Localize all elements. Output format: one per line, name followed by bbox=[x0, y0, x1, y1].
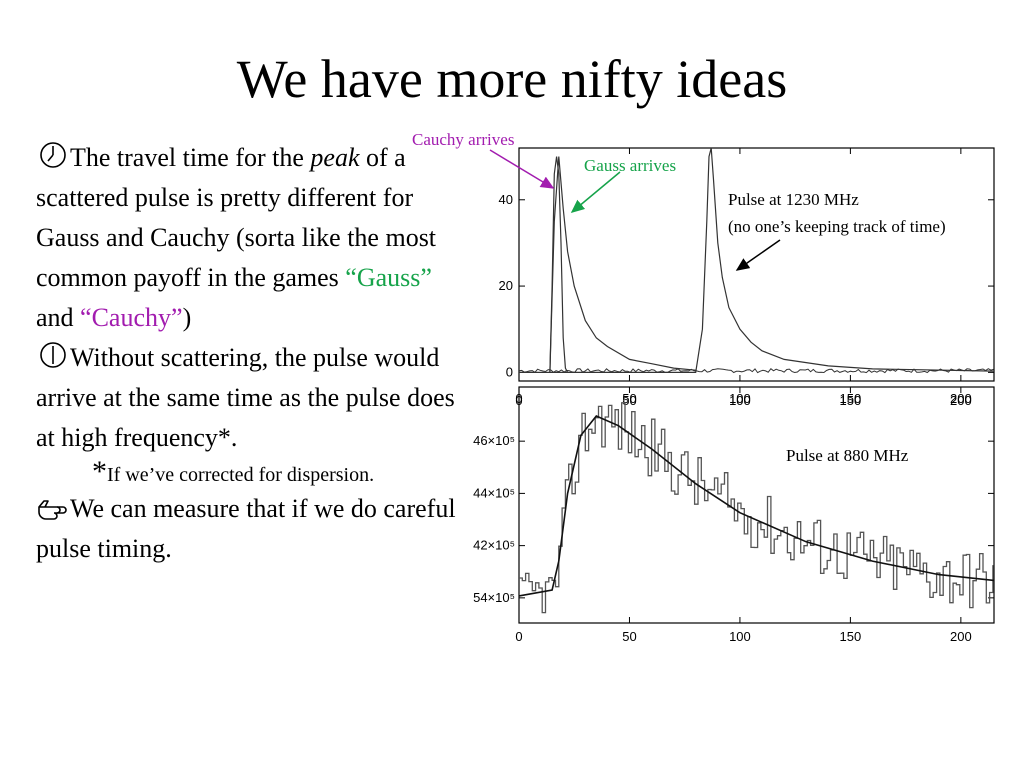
x-tick-label: 150 bbox=[840, 391, 862, 406]
y-tick-label: 0 bbox=[506, 364, 513, 379]
gauss-label: “Gauss” bbox=[345, 263, 432, 292]
pulse-880-measured-line bbox=[519, 402, 994, 614]
footnote-star: * bbox=[92, 455, 107, 488]
bullet-without-scattering: Without scattering, the pulse would arri… bbox=[36, 338, 456, 458]
x-tick-label: 200 bbox=[950, 391, 972, 406]
cauchy-arrives-label: Cauchy arrives bbox=[412, 130, 515, 149]
bullet1-close: ) bbox=[182, 303, 192, 332]
pulse-880-label: Pulse at 880 MHz bbox=[786, 446, 909, 465]
bullet3-text: We can measure that if we do careful pul… bbox=[36, 494, 456, 563]
x-tick-label: 50 bbox=[622, 629, 636, 644]
bullet1-rest: of a scattered pulse is pretty different… bbox=[36, 143, 437, 292]
y-tick-label: 20 bbox=[499, 278, 513, 293]
bottom-plot-frame bbox=[518, 386, 995, 624]
y-tick-label: 40 bbox=[499, 192, 513, 207]
x-tick-label: 200 bbox=[950, 393, 972, 408]
x-tick-label: 100 bbox=[729, 629, 751, 644]
cauchy-label: “Cauchy” bbox=[80, 303, 183, 332]
peak-word: peak bbox=[310, 143, 360, 172]
top-plot-frame bbox=[518, 147, 995, 382]
pulse-1230-label-line1: Pulse at 1230 MHz bbox=[728, 190, 859, 209]
bullet1-and: and bbox=[36, 303, 81, 332]
x-tick-label: 200 bbox=[950, 629, 972, 644]
bottom-plot-ticks: 0 0 50 50 100 100 150 150 200 200 46×10⁵ 44×10⁵ 42×1… bbox=[473, 387, 994, 644]
gauss-arrives-label: Gauss arrives bbox=[584, 156, 677, 175]
top-panel: 0 50 100 150 200 0 20 40 bbox=[499, 147, 995, 408]
x-tick-label: 50 bbox=[622, 393, 636, 408]
cauchy-pulse-line bbox=[549, 156, 696, 373]
pulse-880-fit-line bbox=[518, 415, 995, 597]
clock-icon bbox=[40, 142, 66, 168]
x-tick-label: 150 bbox=[840, 393, 862, 408]
pointing-hand-icon bbox=[38, 500, 67, 520]
y-tick-label: 44×10⁵ bbox=[473, 485, 515, 500]
pulse-1230-label-line2: (no one’s keeping track of time) bbox=[728, 217, 946, 236]
y-tick-label: 46×10⁵ bbox=[473, 433, 515, 448]
bottom-panel: 0 0 50 50 100 100 150 150 200 200 46×10⁵ 44×10⁵ 42×1… bbox=[473, 386, 995, 644]
y-tick-label: 42×10⁵ bbox=[473, 538, 515, 553]
x-tick-label: 50 bbox=[622, 391, 636, 406]
bullet-measure: We can measure that if we do careful pul… bbox=[36, 489, 456, 569]
x-tick-label: 0 bbox=[515, 391, 522, 406]
y-tick-label: 54×10⁵ bbox=[473, 590, 515, 605]
x-tick-label: 100 bbox=[729, 391, 751, 406]
pulse-1230-line bbox=[519, 147, 995, 373]
footnote: *If we’ve corrected for dispersion. bbox=[36, 455, 456, 489]
bullet1-line1: The travel time for the bbox=[70, 143, 304, 172]
x-tick-label: 150 bbox=[840, 629, 862, 644]
pulse-1230-arrow bbox=[735, 239, 781, 271]
slide-title: We have more nifty ideas bbox=[236, 49, 788, 109]
cauchy-arrow bbox=[489, 149, 555, 189]
bullet2-text: Without scattering, the pulse would arri… bbox=[36, 343, 455, 452]
slide-body: The travel time for the peak of a scatte… bbox=[36, 138, 456, 569]
footnote-text: If we’ve corrected for dispersion. bbox=[107, 464, 375, 486]
gauss-pulse-line bbox=[549, 156, 569, 373]
gauss-arrow bbox=[570, 171, 621, 213]
x-tick-label: 100 bbox=[729, 393, 751, 408]
clock-icon bbox=[40, 342, 66, 368]
bullet-travel-time: The travel time for the peak of a scatte… bbox=[36, 138, 456, 338]
x-tick-label: 0 bbox=[515, 629, 522, 644]
